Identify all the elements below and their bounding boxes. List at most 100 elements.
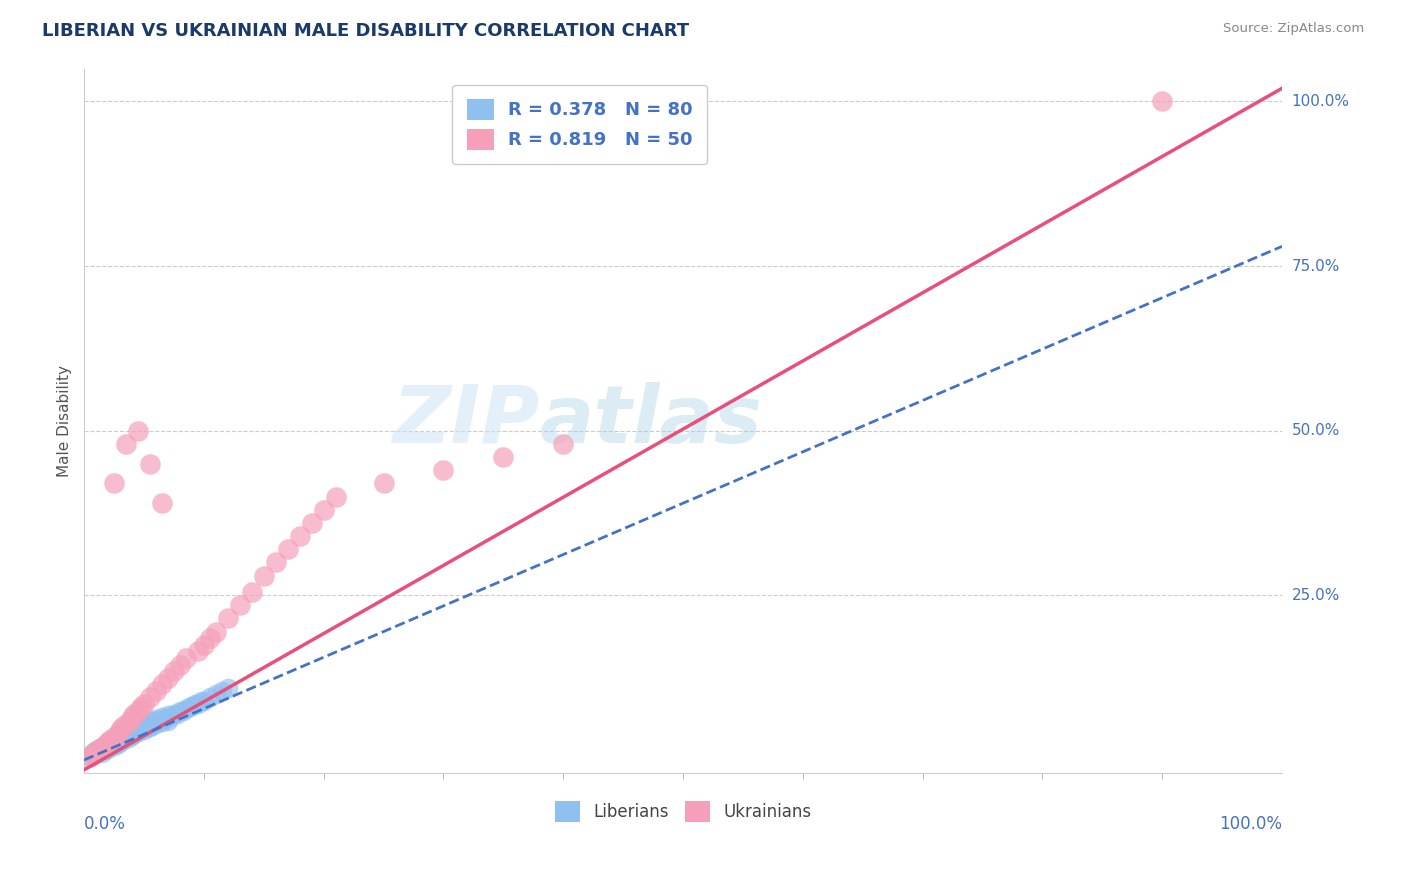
Point: [115, 728, 138, 742]
Point: [264, 556, 287, 570]
Point: [136, 720, 159, 734]
Text: atlas: atlas: [540, 382, 762, 460]
Point: [240, 585, 263, 599]
Point: [111, 733, 134, 747]
Point: [139, 690, 162, 705]
Point: [131, 722, 153, 736]
Point: [156, 671, 179, 685]
Point: [159, 710, 181, 724]
Point: [127, 704, 149, 718]
Point: [193, 694, 215, 708]
Point: [121, 725, 143, 739]
Point: [139, 457, 162, 471]
Point: [91, 739, 114, 754]
Point: [132, 719, 155, 733]
Point: [121, 710, 143, 724]
Point: [124, 723, 146, 738]
Text: 50.0%: 50.0%: [1292, 423, 1340, 438]
Point: [169, 657, 191, 672]
Point: [98, 733, 121, 747]
Point: [174, 701, 197, 715]
Point: [118, 730, 141, 744]
Point: [131, 720, 153, 734]
Point: [187, 644, 209, 658]
Point: [103, 734, 125, 748]
Point: [128, 723, 150, 738]
Point: [120, 727, 142, 741]
Point: [121, 728, 143, 742]
Point: [373, 476, 395, 491]
Point: [83, 747, 105, 761]
Point: [211, 684, 233, 698]
Text: ZIP: ZIP: [392, 382, 540, 460]
Point: [79, 749, 101, 764]
Point: [217, 611, 239, 625]
Legend: Liberians, Ukrainians: Liberians, Ukrainians: [548, 795, 818, 829]
Point: [97, 741, 120, 756]
Text: 100.0%: 100.0%: [1219, 815, 1282, 833]
Point: [553, 437, 575, 451]
Point: [124, 706, 146, 721]
Point: [118, 714, 141, 728]
Point: [89, 741, 111, 756]
Point: [492, 450, 515, 464]
Point: [432, 463, 454, 477]
Point: [98, 739, 121, 754]
Point: [288, 529, 311, 543]
Point: [103, 739, 125, 753]
Point: [84, 745, 107, 759]
Point: [91, 747, 114, 761]
Point: [156, 708, 179, 723]
Point: [112, 730, 135, 744]
Point: [103, 730, 125, 744]
Text: 25.0%: 25.0%: [1292, 588, 1340, 603]
Point: [108, 734, 131, 748]
Point: [87, 743, 110, 757]
Point: [174, 651, 197, 665]
Point: [135, 716, 157, 731]
Point: [87, 745, 110, 759]
Point: [94, 743, 117, 757]
Y-axis label: Male Disability: Male Disability: [58, 365, 72, 477]
Point: [111, 730, 134, 744]
Text: 75.0%: 75.0%: [1292, 259, 1340, 274]
Point: [105, 733, 128, 747]
Point: [83, 747, 105, 762]
Point: [124, 727, 146, 741]
Text: Source: ZipAtlas.com: Source: ZipAtlas.com: [1223, 22, 1364, 36]
Point: [115, 728, 138, 742]
Point: [84, 743, 107, 757]
Point: [163, 706, 186, 721]
Point: [94, 739, 117, 754]
Point: [98, 737, 121, 751]
Point: [150, 714, 173, 729]
Point: [118, 727, 141, 741]
Point: [83, 745, 105, 759]
Point: [193, 638, 215, 652]
Point: [172, 704, 194, 718]
Point: [108, 731, 131, 746]
Point: [84, 747, 107, 761]
Point: [312, 502, 335, 516]
Point: [169, 704, 191, 718]
Point: [187, 697, 209, 711]
Point: [107, 727, 129, 741]
Point: [131, 700, 153, 714]
Point: [155, 712, 177, 726]
Point: [277, 542, 299, 557]
Point: [91, 741, 114, 756]
Point: [94, 737, 117, 751]
Point: [97, 739, 120, 753]
Point: [91, 739, 114, 754]
Point: [217, 681, 239, 695]
Point: [198, 690, 221, 705]
Point: [145, 716, 167, 731]
Point: [107, 737, 129, 751]
Point: [111, 720, 134, 734]
Point: [101, 734, 124, 748]
Point: [115, 437, 138, 451]
Point: [86, 743, 108, 757]
Point: [179, 700, 201, 714]
Point: [229, 599, 252, 613]
Point: [139, 720, 162, 734]
